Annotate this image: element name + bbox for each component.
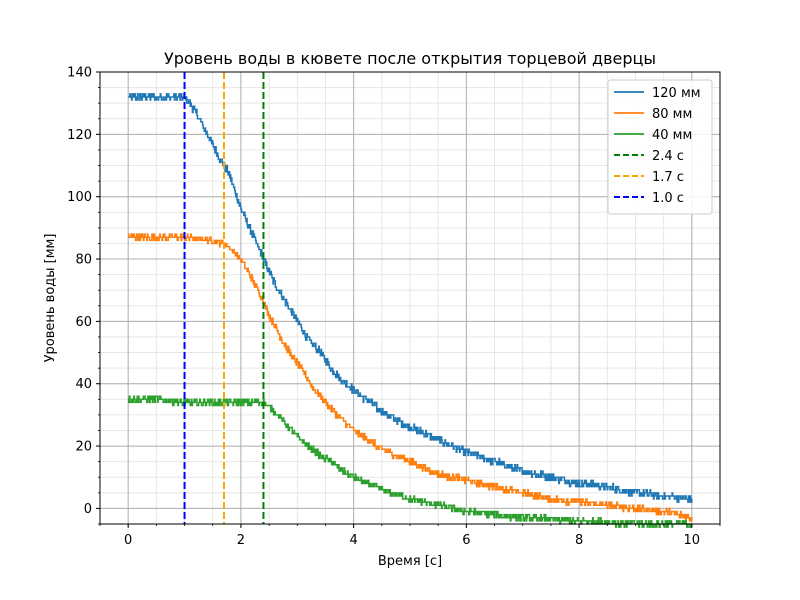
x-tick-label: 6 bbox=[462, 533, 470, 548]
x-tick-label: 8 bbox=[575, 533, 583, 548]
x-axis-label: Время [с] bbox=[378, 554, 442, 569]
x-tick-label: 2 bbox=[237, 533, 245, 548]
legend-label: 1.0 с bbox=[652, 191, 684, 206]
chart-title: Уровень воды в кювете после открытия тор… bbox=[164, 49, 656, 68]
legend-label: 2.4 с bbox=[652, 149, 684, 164]
y-axis-label: Уровень воды [мм] bbox=[43, 234, 58, 363]
series-line-120-мм bbox=[128, 93, 693, 503]
y-tick-label: 60 bbox=[75, 315, 92, 330]
y-tick-label: 0 bbox=[84, 502, 92, 517]
series-layer bbox=[128, 72, 693, 528]
y-tick-label: 120 bbox=[67, 128, 92, 143]
legend-label: 120 мм bbox=[652, 86, 701, 101]
legend-label: 40 мм bbox=[652, 128, 692, 143]
x-tick-label: 0 bbox=[124, 533, 132, 548]
y-tick-label: 100 bbox=[67, 190, 92, 205]
x-tick-label: 4 bbox=[349, 533, 357, 548]
y-tick-label: 40 bbox=[75, 377, 92, 392]
y-tick-label: 80 bbox=[75, 253, 92, 268]
series-line-80-мм bbox=[128, 233, 693, 522]
y-tick-label: 140 bbox=[67, 66, 92, 81]
legend-label: 80 мм bbox=[652, 107, 692, 122]
legend-label: 1.7 с bbox=[652, 170, 684, 185]
legend: 120 мм 80 мм 40 мм 2.4 с 1.7 с 1.0 с bbox=[607, 79, 713, 215]
y-tick-label: 20 bbox=[75, 440, 92, 455]
x-tick-label: 10 bbox=[684, 533, 701, 548]
series-line-40-мм bbox=[128, 395, 692, 528]
